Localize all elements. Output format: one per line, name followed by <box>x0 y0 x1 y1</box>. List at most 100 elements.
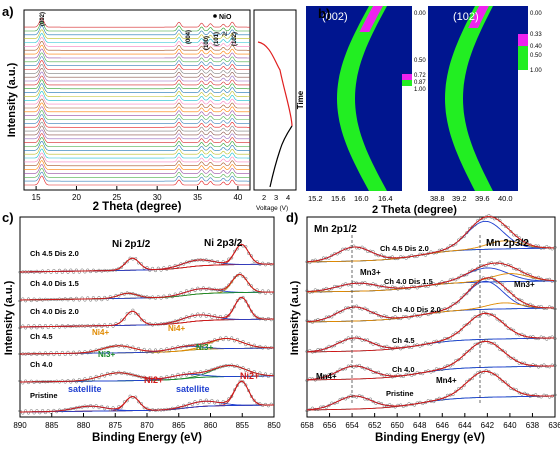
panel-c-letter: c) <box>2 210 14 225</box>
xrd-trace <box>24 44 250 55</box>
voltage-tick-3: 3 <box>274 193 278 202</box>
xrd-trace <box>24 91 250 101</box>
d-label-4: Ch 4.0 <box>392 365 415 374</box>
xrd-trace <box>24 71 250 82</box>
voltage-tick-2: 2 <box>262 193 266 202</box>
xps-datapoint <box>252 313 256 317</box>
xrd-trace <box>24 171 250 182</box>
xps-envelope <box>20 365 274 383</box>
xrd-trace <box>24 110 250 120</box>
xrd-trace <box>24 68 250 78</box>
panel-a-xticks: 15 20 25 30 35 40 <box>32 186 243 202</box>
xps-datapoint <box>151 377 155 381</box>
xps-datapoint <box>473 282 477 286</box>
panel-c-xlabel: Binding Energy (eV) <box>92 432 202 444</box>
xps-datapoint <box>266 261 270 266</box>
d-xtick-label: 658 <box>300 421 314 430</box>
d-label-5: Pristine <box>386 389 414 398</box>
xps-datapoint <box>468 378 472 382</box>
d-xtick-label: 656 <box>323 421 337 430</box>
xps-datapoint <box>86 268 90 272</box>
peak-label-004: (004) <box>186 30 192 44</box>
xps-datapoint <box>462 352 466 357</box>
a-xtick-label: 25 <box>112 193 121 202</box>
d-label-0: Ch 4.5 Dis 2.0 <box>380 244 429 253</box>
b-right-xtick-0: 38.8 <box>430 194 445 203</box>
xrd-trace <box>24 121 250 132</box>
xps-datapoint <box>407 372 411 376</box>
xps-datapoint <box>97 323 101 327</box>
xps-datapoint <box>335 370 339 374</box>
xps-datapoint <box>269 402 273 406</box>
heatmap-002-peak <box>359 6 383 32</box>
heatmap-002-band <box>337 6 387 191</box>
cbar-002-label-3: 0.87 <box>414 80 426 86</box>
c-xtick-label: 860 <box>204 421 218 430</box>
xps-datapoint <box>55 324 59 328</box>
xps-component <box>20 400 274 413</box>
xps-datapoint <box>91 268 95 272</box>
xps-datapoint <box>35 298 39 302</box>
xps-datapoint <box>72 298 76 302</box>
d-label-1: Ch 4.0 Dis 1.5 <box>384 277 433 286</box>
b-right-xtick-1: 39.2 <box>452 194 467 203</box>
c-label-4: Ch 4.0 <box>30 360 53 369</box>
xps-datapoint <box>512 293 516 298</box>
a-xtick-label: 20 <box>72 193 81 202</box>
heatmap-102-band <box>445 6 493 191</box>
panel-a-xlabel: 2 Theta (degree) <box>93 201 182 213</box>
b-left-xtick-0: 15.2 <box>308 194 323 203</box>
xps-datapoint <box>512 387 516 391</box>
cbar-102-label-4: 1.00 <box>530 68 542 74</box>
d-xtick-label: 652 <box>368 421 382 430</box>
panel-b: (002) b) 0.00 0.50 0.72 0.87 1.00 (102) … <box>306 6 542 216</box>
xps-envelope <box>307 312 554 353</box>
panel-d-xlabel: Binding Energy (eV) <box>375 432 485 444</box>
xps-envelope <box>20 338 274 355</box>
heatmap-102-peak <box>468 6 489 28</box>
cbar-002-label-2: 0.72 <box>414 73 426 79</box>
ann-ni2-left: Ni2+ <box>144 375 163 385</box>
voltage-frame <box>253 9 297 191</box>
xps-datapoint <box>247 304 251 308</box>
xrd-trace <box>24 145 250 155</box>
xrd-traces <box>24 17 250 186</box>
xps-datapoints <box>305 368 557 413</box>
xps-datapoint <box>91 405 95 409</box>
panel-d: d) 658 656 654 652 650 648 646 644 642 640 638 636 … <box>286 210 560 444</box>
xps-datapoint <box>501 348 505 352</box>
xps-datapoint <box>238 272 242 276</box>
xps-datapoint <box>536 244 541 248</box>
xps-datapoint <box>247 389 251 393</box>
xps-envelope <box>20 296 274 328</box>
xps-datapoint <box>69 296 73 301</box>
d-xtick-label: 650 <box>391 421 405 430</box>
xps-datapoint <box>357 394 361 398</box>
d-xtick-label: 644 <box>458 421 472 430</box>
xps-datapoint <box>261 261 265 265</box>
xrd-trace <box>24 83 250 93</box>
c-label-0: Ch 4.5 Dis 2.0 <box>30 249 79 258</box>
cbar-002-green <box>402 80 412 86</box>
xps-datapoint <box>506 383 510 387</box>
ann-ni2-right: Ni2+ <box>240 371 259 381</box>
xps-datapoint <box>63 325 67 329</box>
xrd-trace <box>24 52 250 63</box>
xps-datapoint <box>153 296 158 300</box>
xps-datapoint <box>60 324 64 328</box>
xps-datapoint <box>492 278 496 282</box>
xps-datapoint <box>204 287 208 291</box>
xps-datapoint <box>24 379 28 383</box>
peak-mn-2p32: Mn 2p3/2 <box>486 238 529 249</box>
xrd-trace <box>24 168 250 178</box>
xrd-trace <box>24 94 250 105</box>
xps-datapoint <box>35 352 39 356</box>
cbar-102-label-1: 0.33 <box>530 32 542 38</box>
xrd-trace <box>24 56 250 66</box>
xps-datapoint <box>249 394 253 398</box>
ann-ni3-left: Ni3+ <box>98 350 115 359</box>
xps-datapoint <box>252 398 256 402</box>
xps-datapoint <box>241 380 245 384</box>
cbar-102-label-2: 0.40 <box>530 44 542 50</box>
xps-datapoint <box>459 328 463 332</box>
